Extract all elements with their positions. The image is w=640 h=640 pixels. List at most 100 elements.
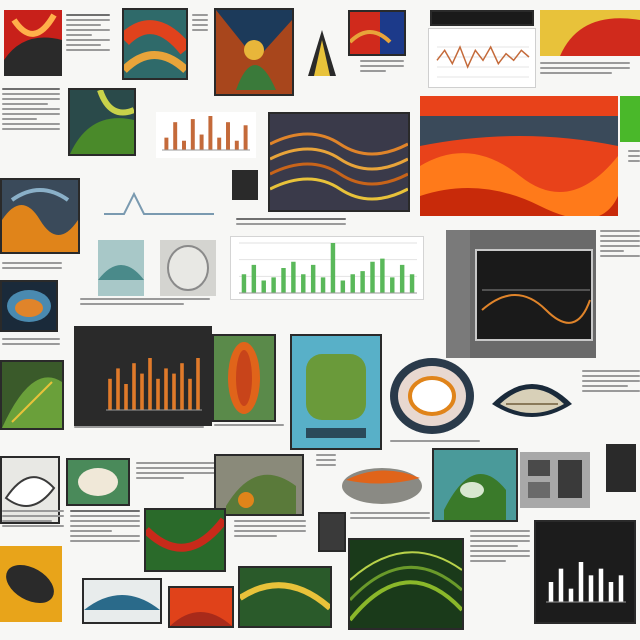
bar <box>340 280 346 293</box>
bar <box>568 588 574 602</box>
bar <box>140 373 144 410</box>
thumbnail-cone-shape <box>304 30 340 80</box>
bar <box>208 116 213 150</box>
thumbnail-dark-graph <box>534 520 636 624</box>
caption-block <box>2 338 60 358</box>
thumbnail-orange-heatmap <box>420 96 618 216</box>
thumbnail-abstract-teal-red <box>122 8 188 80</box>
bar <box>132 363 136 410</box>
bar <box>156 378 160 410</box>
bar <box>124 384 128 410</box>
caption-block <box>628 150 640 210</box>
thumbnail-light-blue <box>98 240 144 296</box>
bar <box>188 378 192 410</box>
bar <box>199 134 204 150</box>
bar <box>390 277 395 293</box>
thumbnail-cyan-square <box>290 334 382 450</box>
bar <box>108 378 112 410</box>
bar <box>234 140 239 150</box>
bar <box>360 271 365 293</box>
caption-block <box>350 512 430 536</box>
thumbnail-gray-stack <box>520 452 590 508</box>
thumbnail-dark-header <box>430 10 534 26</box>
dark-bar-graph <box>536 522 634 622</box>
bar <box>578 562 584 602</box>
bar <box>226 122 230 150</box>
thumbnail-green-leaf <box>0 360 64 430</box>
bar <box>618 575 624 602</box>
bar <box>608 582 614 602</box>
bar <box>164 368 168 410</box>
caption-block <box>540 62 630 90</box>
caption-block <box>192 14 208 74</box>
bar <box>261 280 266 293</box>
bar <box>271 277 276 293</box>
thumbnail-teal-shell <box>0 280 58 332</box>
caption-block <box>582 370 640 430</box>
caption-block <box>66 14 110 76</box>
bar <box>291 261 296 293</box>
bar <box>281 268 286 293</box>
bar <box>370 261 375 293</box>
caption-block <box>80 298 210 318</box>
bar <box>409 274 415 293</box>
thumbnail-dark-monitor <box>446 230 596 358</box>
series-line <box>436 45 530 69</box>
bar-chart-small-panel <box>156 112 256 158</box>
bar <box>148 358 152 410</box>
thumbnail-red-small <box>168 586 234 628</box>
caption-block <box>360 60 404 100</box>
caption-block <box>2 88 60 158</box>
thumbnail-green-right-edge <box>620 96 640 142</box>
thumbnail-orange-stone <box>340 462 424 506</box>
thumbnail-green-texture <box>68 88 136 156</box>
bar-chart-green-panel <box>230 236 424 300</box>
thumbnail-blue-white <box>82 578 162 624</box>
bar <box>399 264 405 293</box>
thumbnail-orange-figure <box>212 334 276 422</box>
bar <box>301 274 306 293</box>
bar <box>116 368 120 410</box>
thumbnail-blue-orange <box>0 178 80 254</box>
thumbnail-green-red-leaf <box>144 508 226 572</box>
thumbnail-line-sketch <box>104 184 214 224</box>
bar <box>172 373 176 410</box>
caption-block <box>236 218 346 234</box>
bar <box>241 274 247 293</box>
bar <box>251 264 257 293</box>
caption-block <box>390 440 480 456</box>
bar-chart-small <box>162 116 250 151</box>
bar <box>190 119 195 150</box>
thumbnail-green-fibers <box>348 538 464 630</box>
bar <box>173 122 178 150</box>
bar <box>196 358 200 410</box>
thumbnail-shell-cross-section <box>486 364 578 434</box>
bar <box>217 137 222 150</box>
caption-block <box>136 462 216 502</box>
bar <box>350 274 355 293</box>
bar <box>588 575 594 602</box>
bar <box>180 363 184 410</box>
bar-chart-green <box>239 242 417 294</box>
bar <box>558 568 564 602</box>
thumbnail-bar-chart-dark <box>74 326 212 426</box>
plot-background <box>536 522 634 622</box>
caption-block <box>470 530 530 610</box>
thumbnail-ring <box>386 354 478 438</box>
thumbnail-dark-small <box>606 444 636 492</box>
thumbnail-red-blue <box>348 10 406 56</box>
thumbnail-mossy-rock <box>214 454 304 516</box>
bar <box>380 258 385 293</box>
caption-block <box>214 424 284 440</box>
bar <box>330 243 336 293</box>
bar-chart-dark <box>76 328 210 424</box>
bar <box>548 582 554 602</box>
bar <box>310 264 316 293</box>
caption-block <box>70 510 140 570</box>
bar <box>164 137 169 150</box>
thumbnail-green-yellow <box>238 566 332 628</box>
caption-block <box>316 454 336 504</box>
thumbnail-red-yellow <box>540 10 640 56</box>
thumbnail-contour-map <box>268 112 410 212</box>
